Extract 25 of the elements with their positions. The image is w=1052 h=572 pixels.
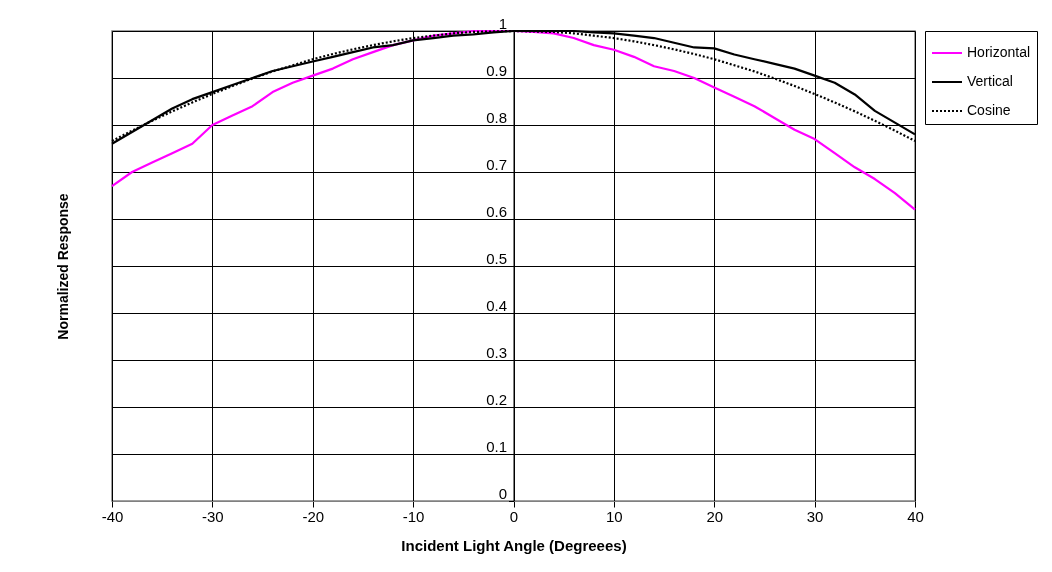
y-tick-label: 0.5 [486,249,507,267]
x-axis-title: Incident Light Angle (Degreees) [401,536,627,554]
y-tick-label: 0.1 [486,437,507,455]
x-tick-label: -20 [302,507,325,525]
x-tick-label: 20 [706,507,724,525]
legend-label: Vertical [967,73,1013,89]
y-tick-label: 0.9 [486,61,507,79]
y-tick-label: 0.3 [486,343,507,361]
y-tick-label: 0 [498,484,507,502]
x-tick-label: -30 [202,507,224,525]
y-tick-label: 0.8 [486,108,507,126]
y-tick-label: 0.2 [486,390,507,408]
legend-label: Cosine [967,102,1011,118]
y-tick-label: 0.6 [486,202,507,220]
x-tick-label: 0 [509,507,519,525]
legend-label: Horizontal [967,44,1031,60]
x-tick-label: -10 [402,507,425,525]
x-tick-label: 30 [806,507,824,525]
y-tick-label: 1 [498,14,507,32]
y-tick-label: 0.7 [486,155,507,173]
x-tick-label: 40 [907,507,924,525]
x-tick-label: -40 [101,507,124,525]
y-axis-title: Normalized Response [54,193,71,340]
x-tick-label: 10 [606,507,623,525]
y-tick-label: 0.4 [486,296,507,314]
